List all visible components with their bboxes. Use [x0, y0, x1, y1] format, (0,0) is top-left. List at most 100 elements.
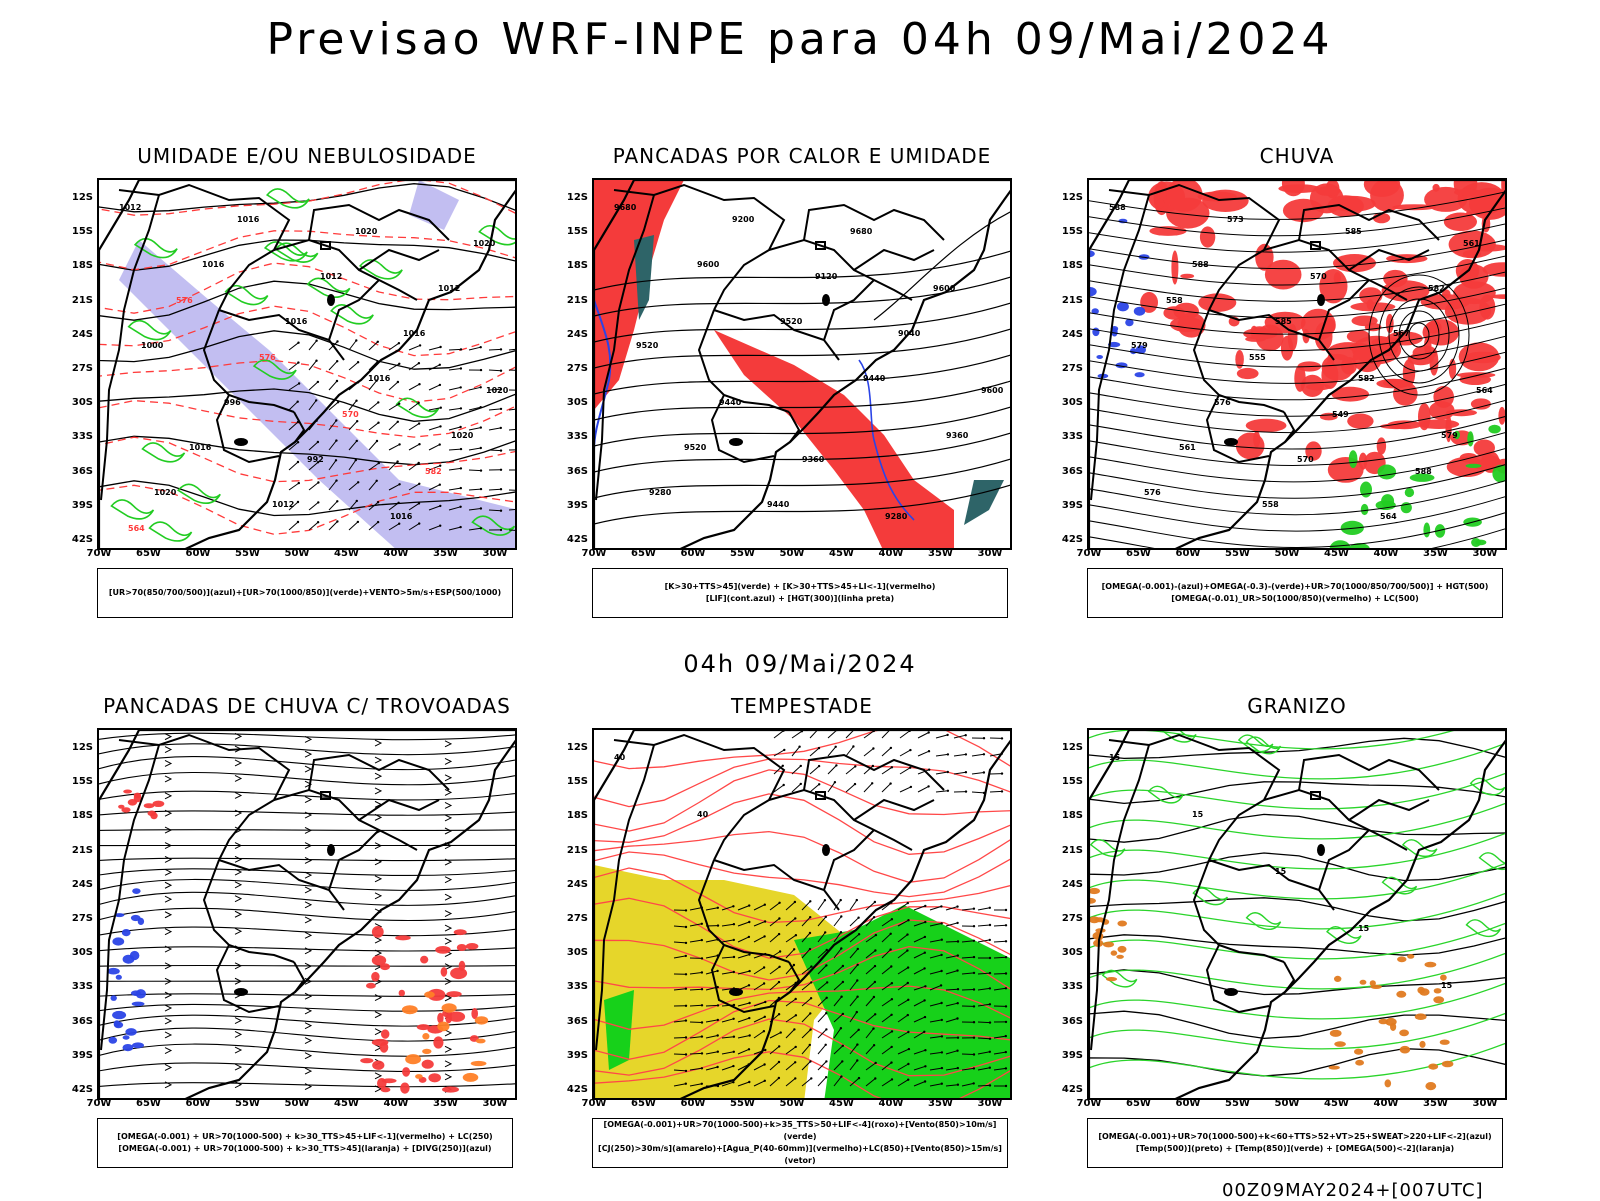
latitude-label: 12S — [560, 192, 588, 203]
contour-label: 9440 — [863, 374, 886, 383]
legend-line: [OMEGA(-0.001) + UR>70(1000-500) + k>30_… — [98, 1143, 512, 1155]
longitude-label: 35W — [924, 548, 958, 559]
latitude-label: 33S — [1055, 981, 1083, 992]
latitude-label: 30S — [1055, 947, 1083, 958]
longitude-label: 45W — [330, 1098, 364, 1109]
contour-label: 1000 — [141, 341, 164, 350]
latitude-label: 30S — [1055, 397, 1083, 408]
latitude-label: 24S — [560, 329, 588, 340]
latitude-label: 42S — [65, 534, 93, 545]
contour-label: 573 — [1227, 215, 1244, 224]
longitude-label: 50W — [1270, 1098, 1304, 1109]
latitude-label: 15S — [65, 776, 93, 787]
contour-label: 1016 — [390, 512, 413, 521]
longitude-label: 45W — [825, 548, 859, 559]
longitude-label: 35W — [429, 548, 463, 559]
contour-label: 585 — [1275, 317, 1292, 326]
contour-label: 576 — [176, 296, 193, 305]
contour-label: 579 — [1441, 431, 1458, 440]
latitude-label: 21S — [1055, 845, 1083, 856]
contour-label: 996 — [224, 398, 241, 407]
contour-label: 1020 — [451, 431, 474, 440]
contour-label: 1016 — [202, 260, 225, 269]
panel-title: PANCADAS POR CALOR E UMIDADE — [592, 144, 1012, 168]
longitude-label: 60W — [181, 548, 215, 559]
longitude-label: 70W — [577, 548, 611, 559]
longitude-label: 50W — [775, 1098, 809, 1109]
latitude-label: 18S — [1055, 260, 1083, 271]
longitude-label: 30W — [478, 1098, 512, 1109]
run-timestamp: 00Z09MAY2024+[007UTC] — [1222, 1180, 1484, 1201]
latitude-label: 42S — [1055, 534, 1083, 545]
contour-label: 576 — [259, 353, 276, 362]
latitude-label: 39S — [65, 500, 93, 511]
longitude-label: 40W — [1369, 548, 1403, 559]
contour-label: 570 — [342, 410, 359, 419]
contour-label: 555 — [1249, 353, 1266, 362]
latitude-label: 39S — [65, 1050, 93, 1061]
longitude-label: 55W — [726, 548, 760, 559]
longitude-label: 30W — [1468, 548, 1502, 559]
longitude-label: 70W — [82, 1098, 116, 1109]
latitude-label: 30S — [65, 397, 93, 408]
legend-box: [K>30+TTS>45](verde) + [K>30+TTS>45+LI<-… — [592, 568, 1008, 618]
map-frame — [97, 728, 517, 1100]
contour-label: 9440 — [767, 500, 790, 509]
panel-title: GRANIZO — [1087, 694, 1507, 718]
contour-label: 1020 — [473, 239, 496, 248]
longitude-label: 55W — [726, 1098, 760, 1109]
contour-label: 564 — [128, 524, 145, 533]
contour-label: 585 — [1345, 227, 1362, 236]
longitude-label: 35W — [924, 1098, 958, 1109]
contour-label: 588 — [1415, 467, 1432, 476]
latitude-label: 18S — [65, 260, 93, 271]
longitude-label: 70W — [1072, 1098, 1106, 1109]
contour-label: 579 — [1131, 341, 1148, 350]
latitude-label: 33S — [560, 981, 588, 992]
latitude-label: 33S — [1055, 431, 1083, 442]
latitude-label: 21S — [65, 295, 93, 306]
latitude-label: 42S — [65, 1084, 93, 1095]
latitude-label: 27S — [1055, 913, 1083, 924]
latitude-label: 36S — [1055, 1016, 1083, 1027]
contour-label: 582 — [1428, 284, 1445, 293]
longitude-label: 55W — [231, 1098, 265, 1109]
longitude-label: 45W — [825, 1098, 859, 1109]
latitude-label: 36S — [65, 466, 93, 477]
legend-box: [OMEGA(-0.001)-(azul)+OMEGA(-0.3)-(verde… — [1087, 568, 1503, 618]
latitude-label: 39S — [560, 500, 588, 511]
latitude-label: 24S — [65, 329, 93, 340]
contour-label: 1016 — [403, 329, 426, 338]
longitude-label: 40W — [874, 1098, 908, 1109]
longitude-label: 60W — [1171, 1098, 1205, 1109]
longitude-label: 70W — [1072, 548, 1106, 559]
latitude-label: 42S — [560, 534, 588, 545]
weather-map — [99, 730, 517, 1100]
contour-label: 9200 — [732, 215, 755, 224]
longitude-label: 50W — [280, 548, 314, 559]
contour-label: 40 — [697, 810, 709, 819]
contour-label: 1016 — [237, 215, 260, 224]
longitude-label: 55W — [1221, 1098, 1255, 1109]
legend-line: [OMEGA(-0.001)+UR>70(1000-500)+k>35_TTS>… — [593, 1119, 1007, 1143]
contour-label: 549 — [1332, 410, 1349, 419]
latitude-label: 27S — [65, 363, 93, 374]
longitude-label: 60W — [676, 1098, 710, 1109]
latitude-label: 12S — [560, 742, 588, 753]
longitude-label: 40W — [379, 548, 413, 559]
contour-label: 15 — [1109, 753, 1121, 762]
longitude-label: 60W — [181, 1098, 215, 1109]
longitude-label: 45W — [1320, 548, 1354, 559]
longitude-label: 40W — [1369, 1098, 1403, 1109]
longitude-label: 50W — [280, 1098, 314, 1109]
latitude-label: 24S — [1055, 329, 1083, 340]
legend-box: [OMEGA(-0.001) + UR>70(1000-500) + k>30_… — [97, 1118, 513, 1168]
mid-date-label: 04h 09/Mai/2024 — [0, 650, 1600, 678]
longitude-label: 65W — [1122, 548, 1156, 559]
contour-label: 40 — [614, 753, 626, 762]
legend-line: [UR>70(850/700/500)](azul)+[UR>70(1000/8… — [98, 587, 512, 599]
weather-map: 9680960095209440936092809200912090409600… — [594, 180, 1012, 550]
